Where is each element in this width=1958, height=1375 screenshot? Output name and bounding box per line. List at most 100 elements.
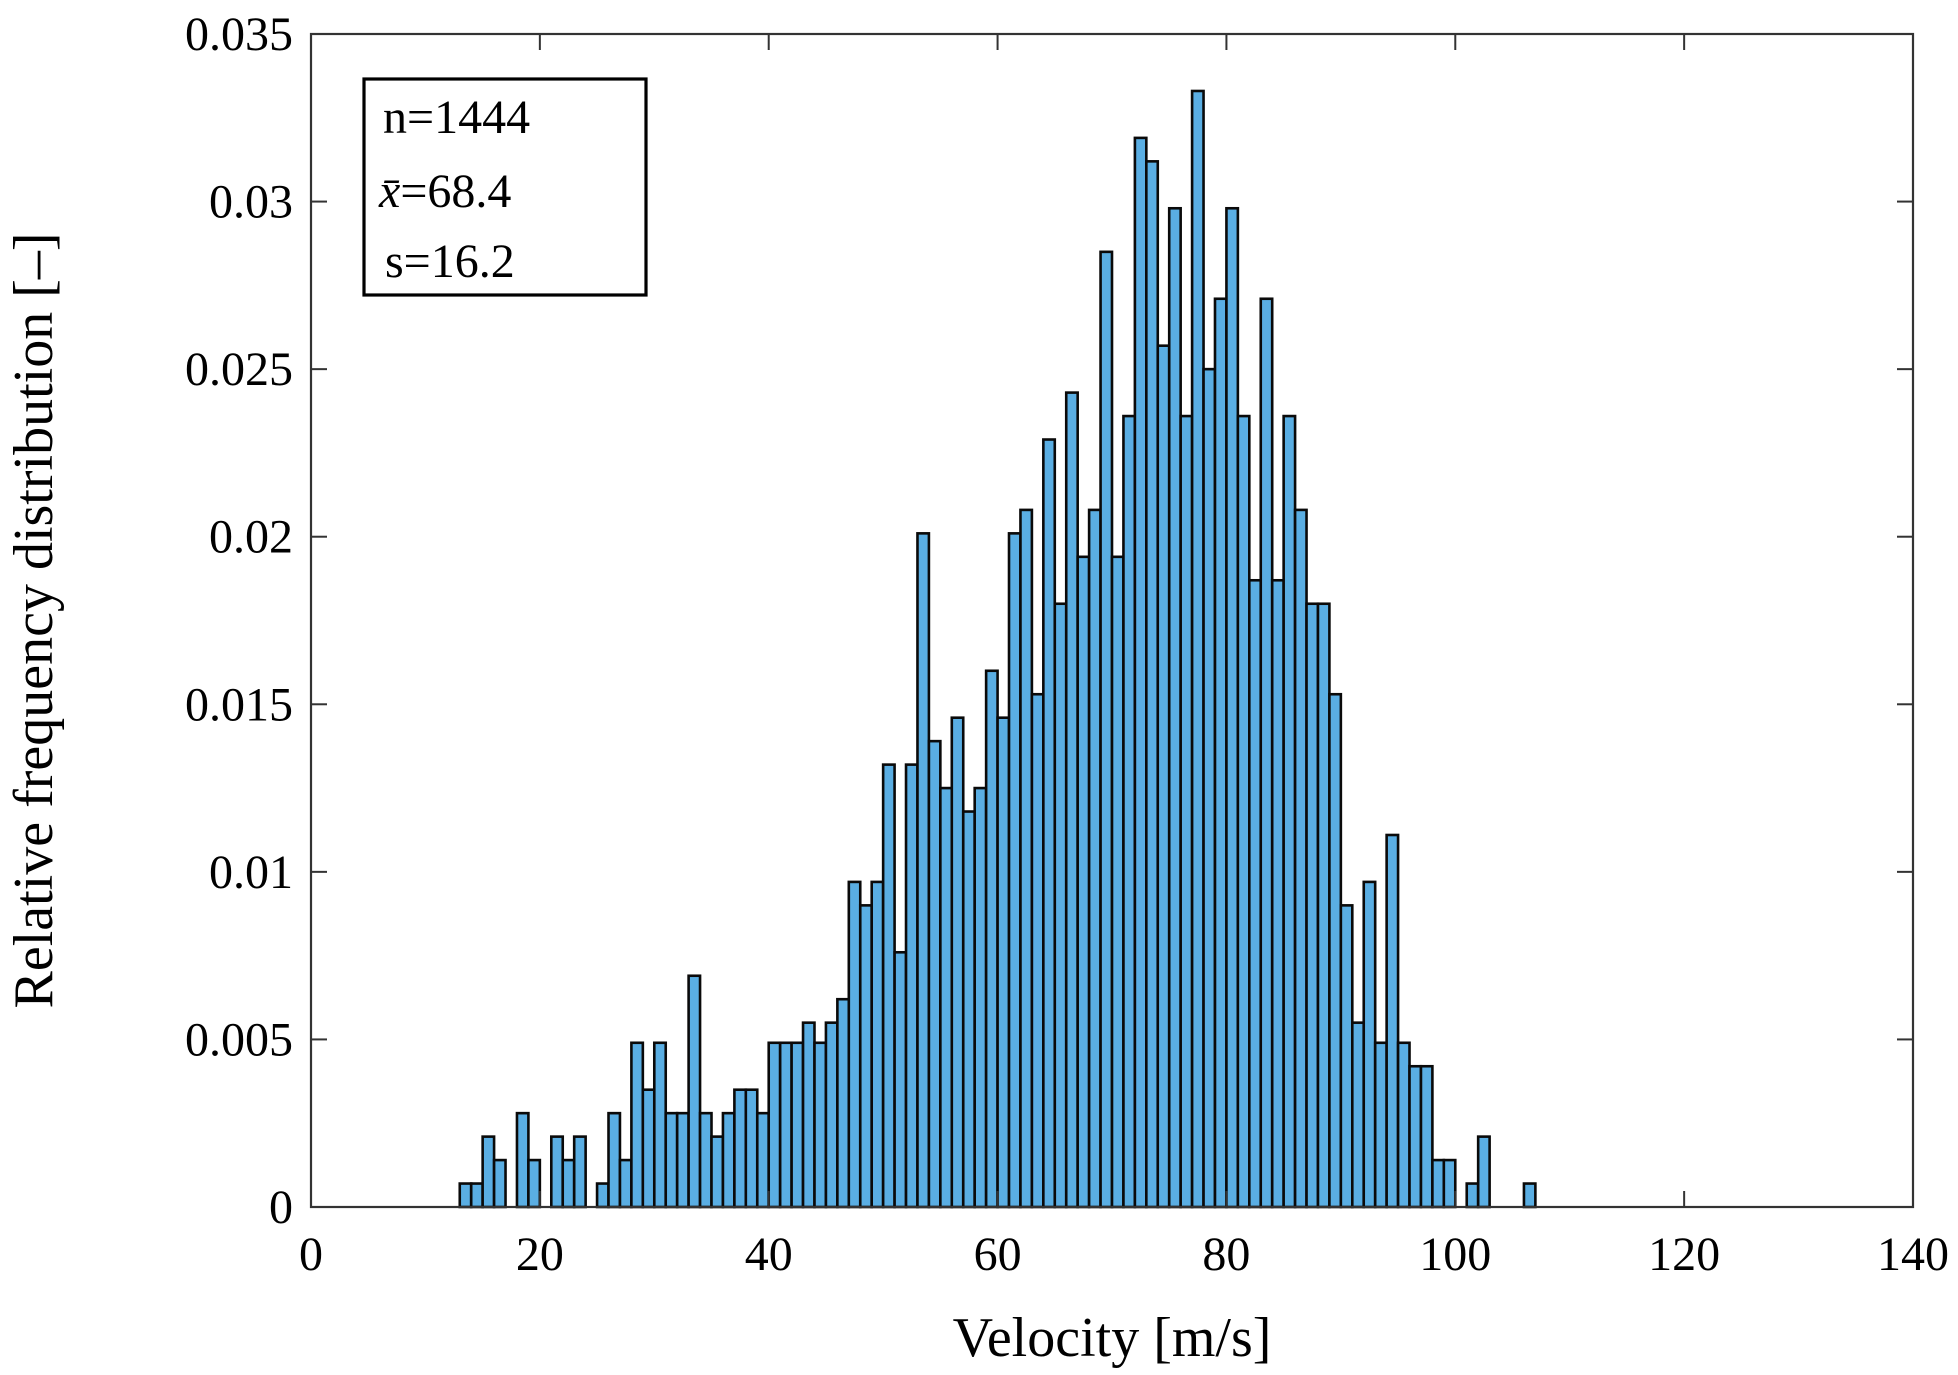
histogram-bar [1385, 833, 1400, 1209]
histogram-bar [893, 950, 908, 1209]
histogram-bar [1133, 136, 1148, 1209]
x-axis-tick-labels: 0 20 40 60 80 100 120 140 [299, 1228, 1949, 1281]
y-tick-label: 0.035 [185, 8, 293, 61]
histogram-bar [1122, 414, 1137, 1209]
histogram-bar [744, 1088, 759, 1209]
histogram-bar [1476, 1135, 1491, 1209]
histogram-bar [996, 716, 1011, 1209]
y-tick-label: 0 [269, 1181, 293, 1234]
histogram-bar [1179, 414, 1194, 1209]
x-tick-label: 60 [974, 1228, 1022, 1281]
histogram-bar [1225, 206, 1240, 1209]
histogram-bar [1110, 555, 1125, 1209]
histogram-bar [1019, 508, 1034, 1209]
histogram-bar [836, 997, 851, 1209]
x-tick-label: 80 [1202, 1228, 1250, 1281]
histogram-bar [1190, 89, 1205, 1209]
histogram-bar [572, 1135, 587, 1209]
histogram-bar [984, 669, 999, 1209]
x-tick-label: 20 [516, 1228, 564, 1281]
histogram-bar [1282, 414, 1297, 1209]
statistics-box: n=1444 x̄=68.4 s=16.2 [362, 77, 648, 297]
histogram-bar [1030, 692, 1045, 1209]
histogram-bar [1305, 602, 1320, 1209]
histogram-bar [687, 974, 702, 1209]
histogram-bar [1362, 880, 1377, 1209]
histogram-bar [1328, 692, 1343, 1209]
histogram-bar [630, 1041, 645, 1209]
histogram-bar [767, 1041, 782, 1209]
histogram-bar [1236, 414, 1251, 1209]
histogram-bar [1373, 1041, 1388, 1209]
histogram-bar [1156, 344, 1171, 1209]
histogram-bar [824, 1021, 839, 1209]
histogram-bar [916, 532, 931, 1209]
histogram-bar [527, 1158, 542, 1209]
histogram-bar [847, 880, 862, 1209]
mean-symbol: x̄ [378, 165, 400, 218]
histogram-bar [950, 716, 965, 1209]
histogram-bar [939, 786, 954, 1209]
x-tick-label: 100 [1419, 1228, 1491, 1281]
histogram-bar [1442, 1158, 1457, 1209]
histogram-bar [1087, 508, 1102, 1209]
histogram-bar [492, 1158, 507, 1209]
mean-label: x̄=68.4 [378, 165, 511, 218]
histogram-bar [870, 880, 885, 1209]
histogram-bar [1522, 1182, 1537, 1209]
histogram-bar [973, 786, 988, 1209]
mean-value: =68.4 [400, 165, 511, 218]
histogram-bar [1053, 602, 1068, 1209]
histogram-bar [1076, 555, 1091, 1209]
histogram-bar [801, 1021, 816, 1209]
histogram-bar [961, 810, 976, 1209]
y-tick-label: 0.025 [185, 343, 293, 396]
histogram-bar [561, 1158, 576, 1209]
histogram-bar [1270, 578, 1285, 1209]
histogram-bar [515, 1111, 530, 1209]
histogram-bar [1259, 297, 1274, 1209]
histogram-bar [1396, 1041, 1411, 1209]
histogram-bar [1099, 250, 1114, 1209]
x-tick-label: 140 [1877, 1228, 1949, 1281]
x-tick-label: 120 [1648, 1228, 1720, 1281]
y-tick-label: 0.01 [209, 846, 293, 899]
histogram-bar [858, 904, 874, 1209]
histogram-bar [813, 1041, 828, 1209]
histogram-bar [1431, 1158, 1446, 1209]
histogram-bar [1408, 1064, 1423, 1209]
y-axis-tick-labels: 0 0.005 0.01 0.015 0.02 0.025 0.03 0.035 [185, 8, 293, 1234]
axis-ticks [310, 33, 1914, 1208]
histogram-bar [755, 1111, 771, 1209]
x-tick-label: 40 [745, 1228, 793, 1281]
histogram-bar [1248, 578, 1263, 1209]
histogram-bar [549, 1135, 565, 1209]
histogram-bar [790, 1041, 805, 1209]
histogram-bar [1064, 391, 1079, 1209]
histogram-bar [652, 1041, 668, 1209]
histogram-bar [778, 1041, 793, 1209]
standard-deviation-label: s=16.2 [385, 235, 515, 288]
x-tick-label: 0 [299, 1228, 323, 1281]
histogram-bar [1419, 1064, 1434, 1209]
histogram-bar [710, 1135, 725, 1209]
histogram-bar [1293, 508, 1308, 1209]
statistics-box-frame [362, 77, 648, 297]
histogram-bar [675, 1111, 690, 1209]
histogram-bar [664, 1111, 679, 1209]
histogram-bar [721, 1111, 736, 1209]
y-tick-label: 0.005 [185, 1013, 293, 1066]
histogram-bar [641, 1088, 656, 1209]
histogram-bar [733, 1088, 748, 1209]
histogram-bar [1213, 297, 1228, 1209]
histogram-bar [904, 763, 919, 1209]
histogram-bar [1007, 532, 1022, 1209]
histogram-bar [1316, 602, 1331, 1209]
histogram-bar [927, 739, 942, 1209]
histogram-bar [458, 1182, 473, 1209]
histogram-bar [698, 1111, 713, 1209]
histogram-bar [595, 1182, 610, 1209]
histogram-bar [1042, 438, 1057, 1209]
histogram-bar [1465, 1182, 1480, 1209]
